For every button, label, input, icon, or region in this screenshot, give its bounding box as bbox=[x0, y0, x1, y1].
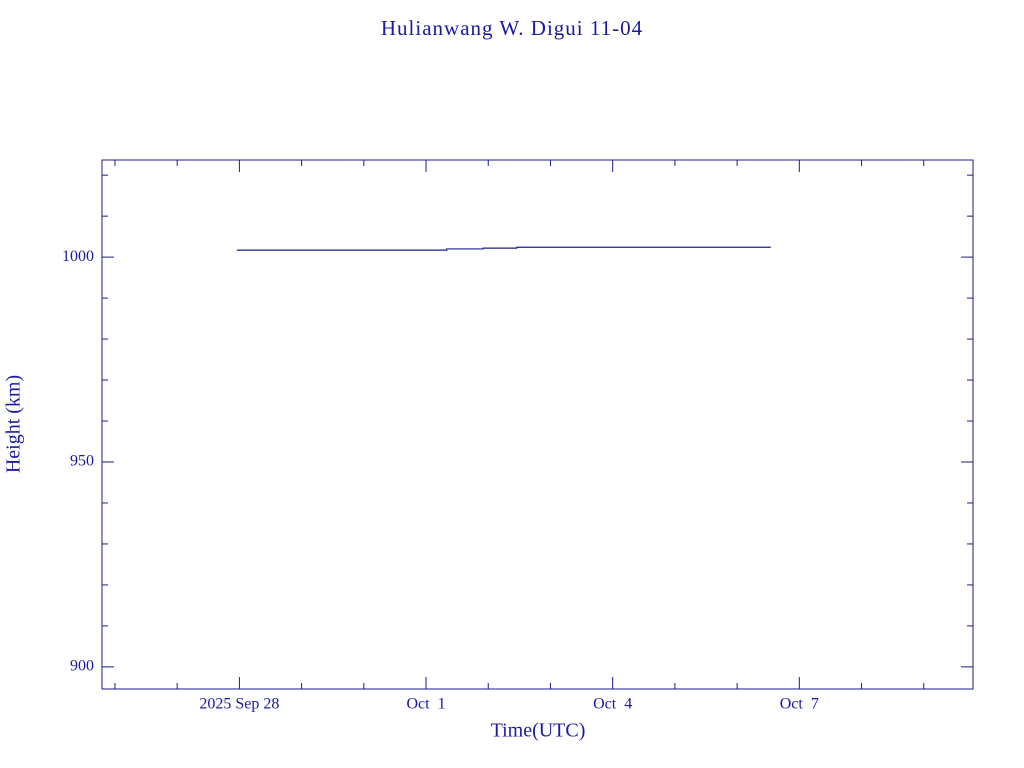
x-axis-label: Time(UTC) bbox=[491, 720, 586, 742]
x-tick-label: Oct 7 bbox=[780, 696, 819, 713]
y-tick-label: 1000 bbox=[62, 248, 94, 265]
y-tick-label: 950 bbox=[70, 453, 94, 470]
x-tick-label: Oct 1 bbox=[406, 696, 445, 713]
data-line bbox=[236, 246, 771, 251]
y-tick-label: 900 bbox=[70, 658, 94, 675]
x-tick-label: Oct 4 bbox=[593, 696, 632, 713]
y-axis-label: Height (km) bbox=[3, 375, 25, 473]
x-tick-label: 2025 Sep 28 bbox=[199, 696, 279, 713]
chart-title: Hulianwang W. Digui 11-04 bbox=[381, 16, 643, 40]
plot-frame bbox=[101, 159, 974, 690]
